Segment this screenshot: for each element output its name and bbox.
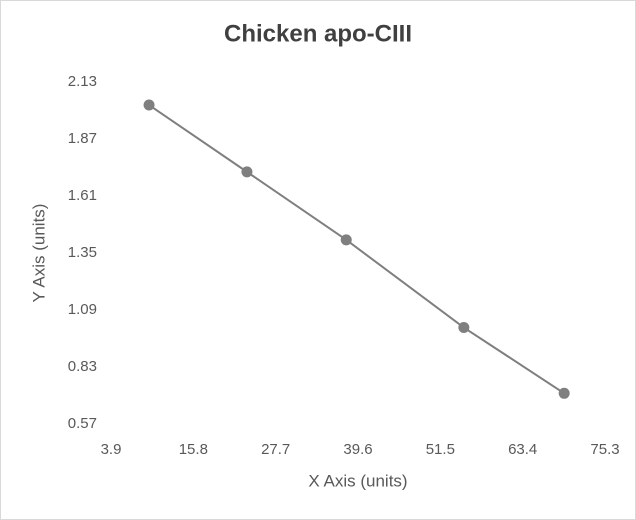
x-tick-label: 3.9 (101, 441, 122, 458)
x-tick-label: 27.7 (261, 441, 290, 458)
x-tick-label: 75.3 (590, 441, 619, 458)
x-axis-label: X Axis (units) (308, 471, 407, 490)
y-tick-label: 1.87 (68, 130, 97, 147)
data-point (558, 387, 570, 399)
y-tick-label: 2.13 (68, 73, 97, 90)
data-point (143, 99, 155, 111)
data-point (340, 234, 352, 246)
x-tick-label: 51.5 (426, 441, 455, 458)
chart-title: Chicken apo-CIII (224, 20, 412, 47)
y-tick-label: 0.83 (68, 358, 97, 375)
y-tick-label: 1.35 (68, 244, 97, 261)
y-tick-label: 0.57 (68, 415, 97, 432)
data-point (241, 166, 253, 178)
x-tick-label: 39.6 (343, 441, 372, 458)
x-tick-label: 15.8 (179, 441, 208, 458)
x-tick-label: 63.4 (508, 441, 537, 458)
y-tick-label: 1.09 (68, 301, 97, 318)
data-point (458, 322, 470, 334)
y-tick-label: 1.61 (68, 187, 97, 204)
y-axis-label: Y Axis (units) (29, 204, 48, 303)
